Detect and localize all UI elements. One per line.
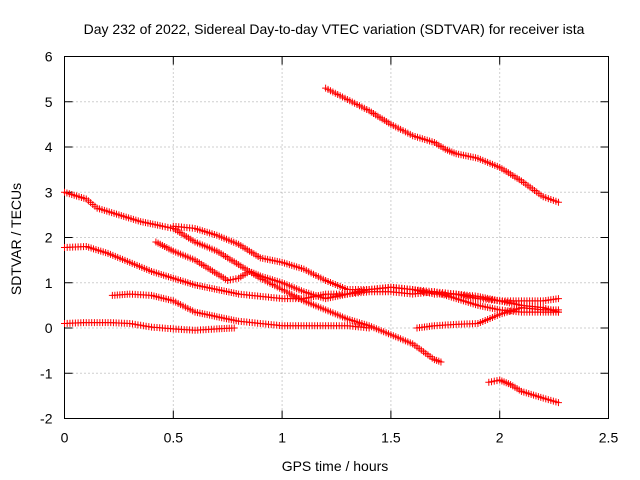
data-point: [554, 399, 562, 407]
data-points: [61, 84, 562, 407]
series-track-1: [322, 84, 562, 206]
x-tick-label: 2: [496, 430, 504, 446]
data-point: [437, 358, 445, 366]
y-tick-label: 1: [45, 275, 53, 291]
y-tick-label: 2: [45, 230, 53, 246]
data-point: [554, 198, 562, 206]
x-tick-label: 0: [61, 430, 69, 446]
y-tick-label: 6: [45, 49, 53, 65]
data-point: [554, 306, 562, 314]
grid-lines: [64, 56, 609, 419]
x-tick-label: 1.5: [381, 430, 401, 446]
series-track-2: [61, 188, 445, 366]
data-point: [554, 295, 562, 303]
x-tick-label: 2.5: [599, 430, 619, 446]
chart-title: Day 232 of 2022, Sidereal Day-to-day VTE…: [84, 21, 585, 37]
axis-ticks: 0 0.5 1 1.5 2 2.5 -2 -1 0 1 2 3 4 5 6: [40, 49, 618, 446]
x-tick-label: 1: [278, 430, 286, 446]
series-track-8: [413, 304, 562, 332]
y-tick-label: 3: [45, 184, 53, 200]
y-tick-label: 4: [45, 139, 53, 155]
y-tick-label: -1: [40, 365, 53, 381]
y-tick-label: 5: [45, 94, 53, 110]
y-axis-label: SDTVAR / TECUs: [8, 183, 24, 295]
series-track-6: [108, 290, 373, 332]
series-track-3: [169, 222, 562, 316]
y-tick-label: 0: [45, 320, 53, 336]
series-track-9: [485, 376, 562, 407]
x-tick-label: 0.5: [164, 430, 184, 446]
data-point: [230, 324, 238, 332]
series-track-7: [61, 319, 238, 334]
data-point: [365, 324, 373, 332]
y-tick-label: -2: [40, 411, 53, 427]
x-axis-label: GPS time / hours: [282, 458, 389, 474]
